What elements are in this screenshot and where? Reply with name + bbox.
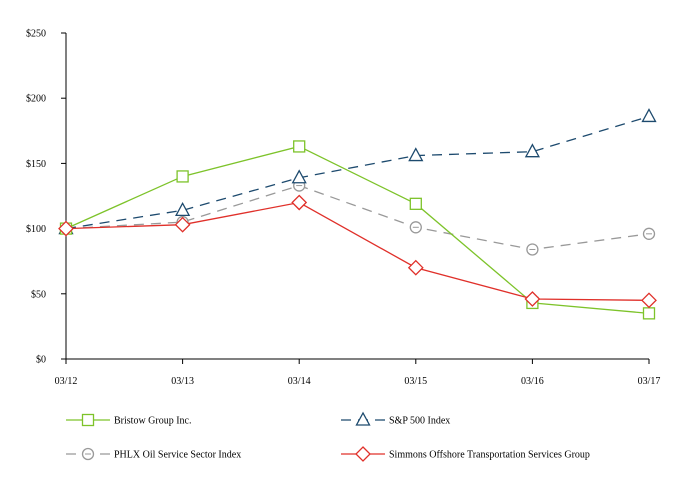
series-square	[59, 140, 656, 320]
x-tick-label: 03/14	[288, 376, 311, 387]
y-tick-label: $200	[26, 94, 46, 105]
y-tick-label: $50	[31, 289, 46, 300]
legend-item: Bristow Group Inc.	[66, 413, 192, 427]
x-tick-label: 03/15	[404, 376, 427, 387]
legend-label: Simmons Offshore Transportation Services…	[389, 450, 590, 461]
series-line	[65, 184, 650, 251]
series-line	[65, 145, 650, 315]
data-point	[526, 243, 539, 256]
data-point	[291, 194, 308, 211]
data-point	[291, 169, 307, 184]
legend-item: S&P 500 Index	[341, 411, 450, 427]
y-tick-label: $250	[26, 29, 46, 40]
series-line	[65, 115, 650, 230]
data-point	[524, 143, 540, 158]
data-point	[175, 201, 191, 216]
data-point	[409, 221, 422, 234]
x-tick-label: 03/13	[171, 376, 194, 387]
data-point	[641, 108, 657, 123]
data-point	[407, 259, 424, 276]
legend-marker	[355, 411, 371, 426]
x-tick-label: 03/16	[521, 376, 544, 387]
data-point	[524, 291, 541, 307]
data-point	[641, 292, 657, 309]
legend-marker	[81, 413, 95, 427]
legend-marker	[81, 447, 95, 461]
legend-item: Simmons Offshore Transportation Services…	[341, 446, 590, 462]
y-tick-label: $150	[26, 159, 46, 170]
data-point	[642, 227, 656, 240]
chart-series	[58, 108, 657, 320]
data-point	[642, 307, 656, 320]
chart-axes: $0 $50 $100 $150 $200 $250 03/12 03/13 03/14 03/1…	[26, 29, 660, 388]
legend-item: PHLX Oil Service Sector Index	[66, 447, 241, 461]
series-triangle	[58, 108, 657, 235]
data-point	[174, 216, 191, 233]
legend-label: PHLX Oil Service Sector Index	[114, 450, 241, 461]
y-tick-label: $0	[36, 355, 46, 366]
series-diamond	[58, 194, 657, 309]
legend-label: S&P 500 Index	[389, 416, 450, 427]
data-point	[409, 197, 422, 210]
x-tick-label: 03/12	[55, 376, 78, 387]
data-point	[176, 170, 189, 183]
legend-label: Bristow Group Inc.	[114, 416, 192, 427]
y-tick-label: $100	[26, 224, 46, 235]
data-point	[293, 140, 306, 153]
chart-legend: Bristow Group Inc. S&P 500 Index PHLX Oil …	[66, 411, 590, 462]
series-line	[65, 201, 650, 301]
data-point	[58, 220, 74, 237]
data-point	[408, 147, 424, 162]
x-tick-label: 03/17	[638, 376, 661, 387]
legend-marker	[355, 446, 371, 462]
